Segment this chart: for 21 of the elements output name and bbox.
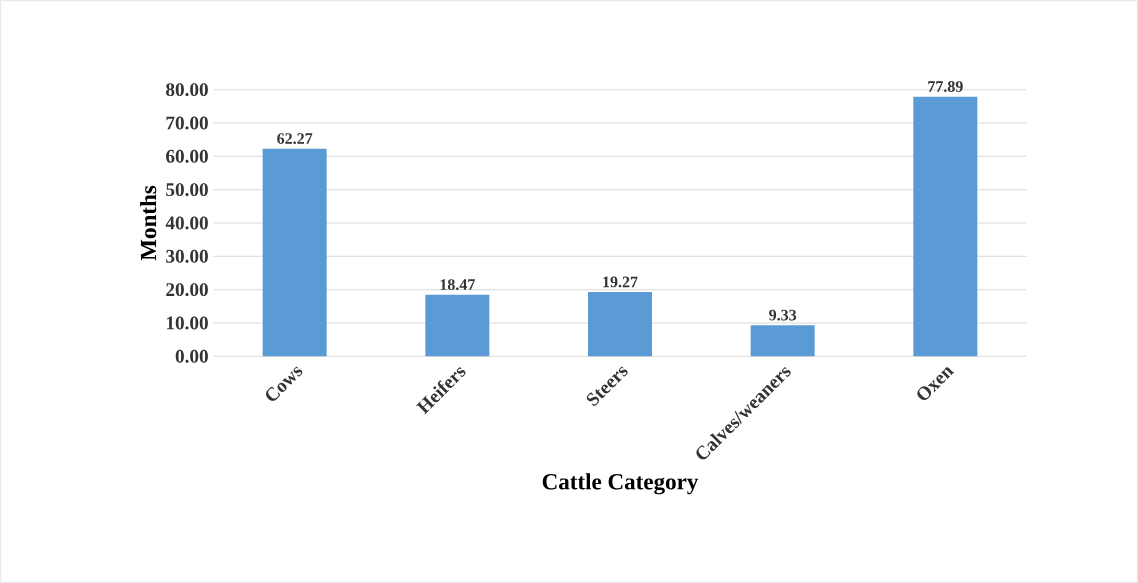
y-tick-label: 0.00 [175, 349, 208, 363]
bar [262, 148, 327, 357]
bar [913, 96, 978, 357]
data-label: 9.33 [769, 309, 797, 321]
y-tick-label: 30.00 [166, 249, 208, 263]
y-tick-label: 20.00 [166, 283, 208, 297]
y-tick-label: 50.00 [166, 183, 208, 197]
data-label: 19.27 [603, 276, 638, 288]
y-axis-title: Months [140, 185, 157, 261]
y-tick-label: 40.00 [165, 216, 208, 230]
data-label: 77.89 [928, 81, 963, 92]
y-tick-label: 10.00 [166, 316, 208, 330]
data-label: 18.47 [440, 279, 475, 291]
x-axis-title: Cattle Category [542, 473, 699, 495]
bar [425, 294, 490, 357]
y-tick-label: 80.00 [166, 83, 208, 97]
bar [750, 325, 815, 357]
data-label: 62.27 [277, 133, 313, 145]
y-tick-label: 70.00 [166, 116, 208, 130]
y-tick-label: 60.00 [166, 149, 208, 163]
bar [588, 292, 652, 357]
